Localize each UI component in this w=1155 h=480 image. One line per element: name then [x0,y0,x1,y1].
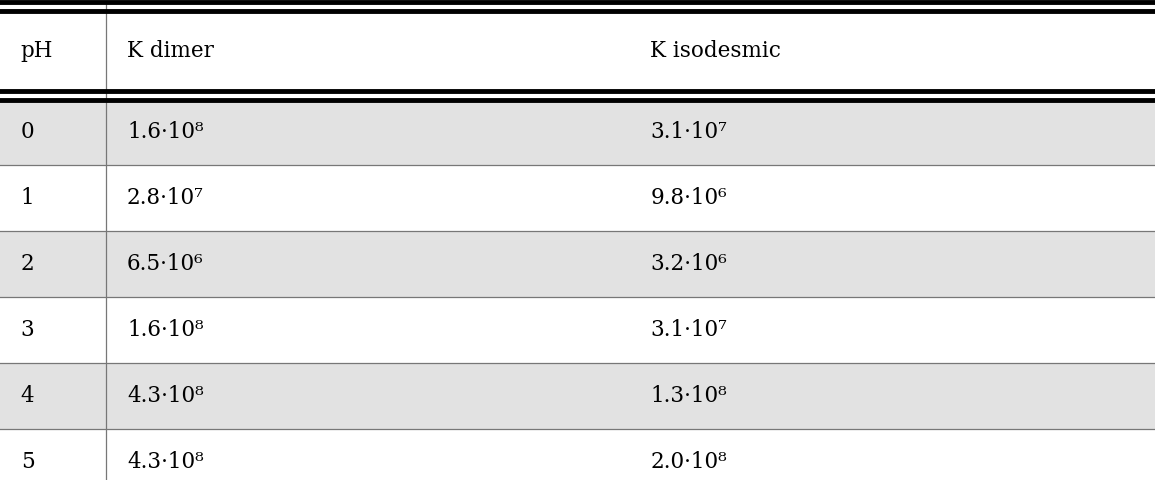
Bar [0,166,1155,231]
Bar [0,11,1155,91]
Bar [0,429,1155,480]
Text: 3.2·10⁶: 3.2·10⁶ [650,253,726,275]
Text: 6.5·10⁶: 6.5·10⁶ [127,253,203,275]
Text: K isodesmic: K isodesmic [650,40,781,62]
Text: 4: 4 [21,385,35,407]
Bar [0,363,1155,429]
Text: 4.3·10⁸: 4.3·10⁸ [127,385,203,407]
Text: 3.1·10⁷: 3.1·10⁷ [650,319,726,341]
Text: pH: pH [21,40,53,62]
Text: 4.3·10⁸: 4.3·10⁸ [127,451,203,473]
Text: 5: 5 [21,451,35,473]
Bar [0,99,1155,166]
Text: 1: 1 [21,187,35,209]
Text: 2: 2 [21,253,35,275]
Bar [0,231,1155,297]
Text: K dimer: K dimer [127,40,214,62]
Text: 2.0·10⁸: 2.0·10⁸ [650,451,726,473]
Text: 2.8·10⁷: 2.8·10⁷ [127,187,203,209]
Text: 3: 3 [21,319,35,341]
Text: 3.1·10⁷: 3.1·10⁷ [650,121,726,144]
Text: 0: 0 [21,121,35,144]
Text: 1.6·10⁸: 1.6·10⁸ [127,121,203,144]
Text: 9.8·10⁶: 9.8·10⁶ [650,187,726,209]
Text: 1.3·10⁸: 1.3·10⁸ [650,385,726,407]
Text: 1.6·10⁸: 1.6·10⁸ [127,319,203,341]
Bar [0,297,1155,363]
